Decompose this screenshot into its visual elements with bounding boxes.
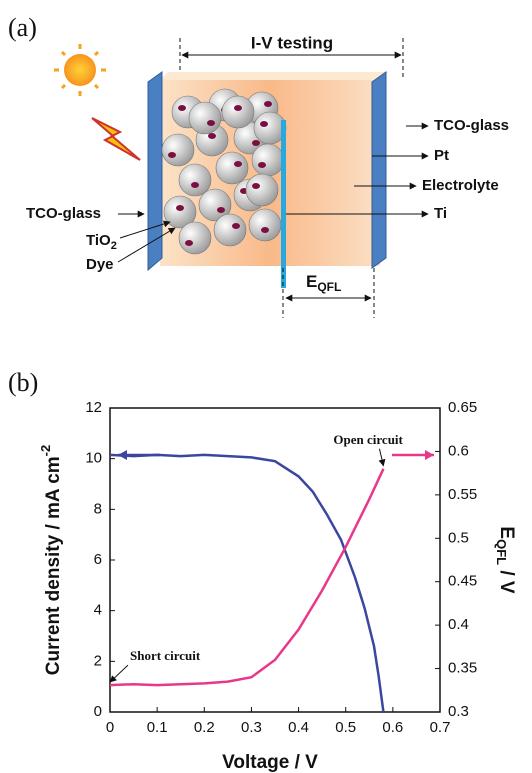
panel-label: (b) xyxy=(8,368,38,397)
dye xyxy=(176,205,184,211)
panel-a: (a) I-V testing TCO-glass Pt Electrolyte… xyxy=(8,13,509,318)
right-label: Ti xyxy=(434,205,447,222)
y2-tick-label: 0.65 xyxy=(448,399,477,416)
sun xyxy=(64,54,96,86)
left-label: TiO2 xyxy=(86,232,117,252)
annotation-arrow xyxy=(110,665,128,682)
y-tick-label: 2 xyxy=(94,652,102,669)
particle xyxy=(222,96,254,128)
x-tick-label: 0.1 xyxy=(147,719,168,736)
y2-tick-label: 0.6 xyxy=(448,442,469,459)
particle xyxy=(214,214,246,246)
y-tick-label: 12 xyxy=(85,399,102,416)
right-label: Pt xyxy=(434,147,449,164)
superscript: -2 xyxy=(38,445,53,457)
text: E xyxy=(496,526,517,539)
dye xyxy=(207,120,215,126)
dye xyxy=(261,227,269,233)
figure: (a) I-V testing TCO-glass Pt Electrolyte… xyxy=(0,0,532,773)
y-tick-label: 8 xyxy=(94,500,102,517)
axis-arrow-head xyxy=(118,450,127,460)
ti-electrode xyxy=(281,120,286,288)
text: / V xyxy=(496,565,517,594)
x-tick-label: 0 xyxy=(106,719,114,736)
glass-right xyxy=(372,72,386,268)
annotation: Short circuit xyxy=(130,648,201,663)
y2-tick-label: 0.55 xyxy=(448,486,477,503)
y2-tick-label: 0.35 xyxy=(448,660,477,677)
x-tick-label: 0.3 xyxy=(241,719,262,736)
cell-top xyxy=(160,72,388,80)
text: Current density / mA cm xyxy=(43,456,64,675)
dye xyxy=(234,161,242,167)
annotation: Open circuit xyxy=(333,432,403,447)
dye xyxy=(217,207,225,213)
y2-tick-label: 0.45 xyxy=(448,573,477,590)
data-line xyxy=(110,455,383,712)
dye xyxy=(260,121,268,127)
right-label: Electrolyte xyxy=(422,177,499,194)
dye xyxy=(264,101,272,107)
y2-tick-label: 0.5 xyxy=(448,529,469,546)
dye xyxy=(178,105,186,111)
axis-arrow-head xyxy=(425,450,434,460)
particle xyxy=(249,209,281,241)
x-tick-label: 0.2 xyxy=(194,719,215,736)
subscript: QFL xyxy=(317,280,341,294)
x-tick-label: 0.7 xyxy=(430,719,451,736)
right-label: TCO-glass xyxy=(434,117,509,134)
particle xyxy=(162,134,194,166)
dye xyxy=(191,182,199,188)
dye xyxy=(232,223,240,229)
dye xyxy=(168,152,176,158)
y-tick-label: 10 xyxy=(85,450,102,467)
title: I-V testing xyxy=(251,33,333,52)
page: {"diagram": {"label": "(a)", "title": "I… xyxy=(0,0,532,773)
y-axis-label: Current density / mA cm-2 xyxy=(38,445,64,675)
particle xyxy=(179,164,211,196)
subscript: 2 xyxy=(111,240,117,252)
left-label: TCO-glass xyxy=(26,205,101,222)
text: E xyxy=(306,272,317,291)
dye xyxy=(258,162,266,168)
y-tick-label: 6 xyxy=(94,551,102,568)
dye xyxy=(234,105,242,111)
particle xyxy=(189,102,221,134)
y-tick-label: 4 xyxy=(94,602,102,619)
dye xyxy=(252,183,260,189)
subscript: QFL xyxy=(494,539,509,565)
y2-tick-label: 0.3 xyxy=(448,703,469,720)
x-tick-label: 0.5 xyxy=(335,719,356,736)
particle xyxy=(216,152,248,184)
y2-axis-label: EQFL / V xyxy=(494,526,517,594)
panel-b: (b) Voltage / V Current density / mA cm-… xyxy=(8,368,517,773)
left-label: Dye xyxy=(86,256,114,273)
panel-label: (a) xyxy=(8,13,37,42)
text: TiO xyxy=(86,232,111,249)
lightning xyxy=(92,118,140,160)
dye xyxy=(185,240,193,246)
x-axis-label: Voltage / V xyxy=(222,752,318,773)
particle xyxy=(179,222,211,254)
y-tick-label: 0 xyxy=(94,703,102,720)
particle xyxy=(252,144,284,176)
y2-tick-label: 0.4 xyxy=(448,616,469,633)
x-tick-label: 0.6 xyxy=(382,719,403,736)
eqfl-label: EQFL xyxy=(306,272,341,294)
dye xyxy=(208,133,216,139)
x-tick-label: 0.4 xyxy=(288,719,309,736)
plot-frame xyxy=(110,408,440,712)
dye xyxy=(252,140,260,146)
annotation-arrow xyxy=(379,449,383,466)
particle xyxy=(246,174,278,206)
